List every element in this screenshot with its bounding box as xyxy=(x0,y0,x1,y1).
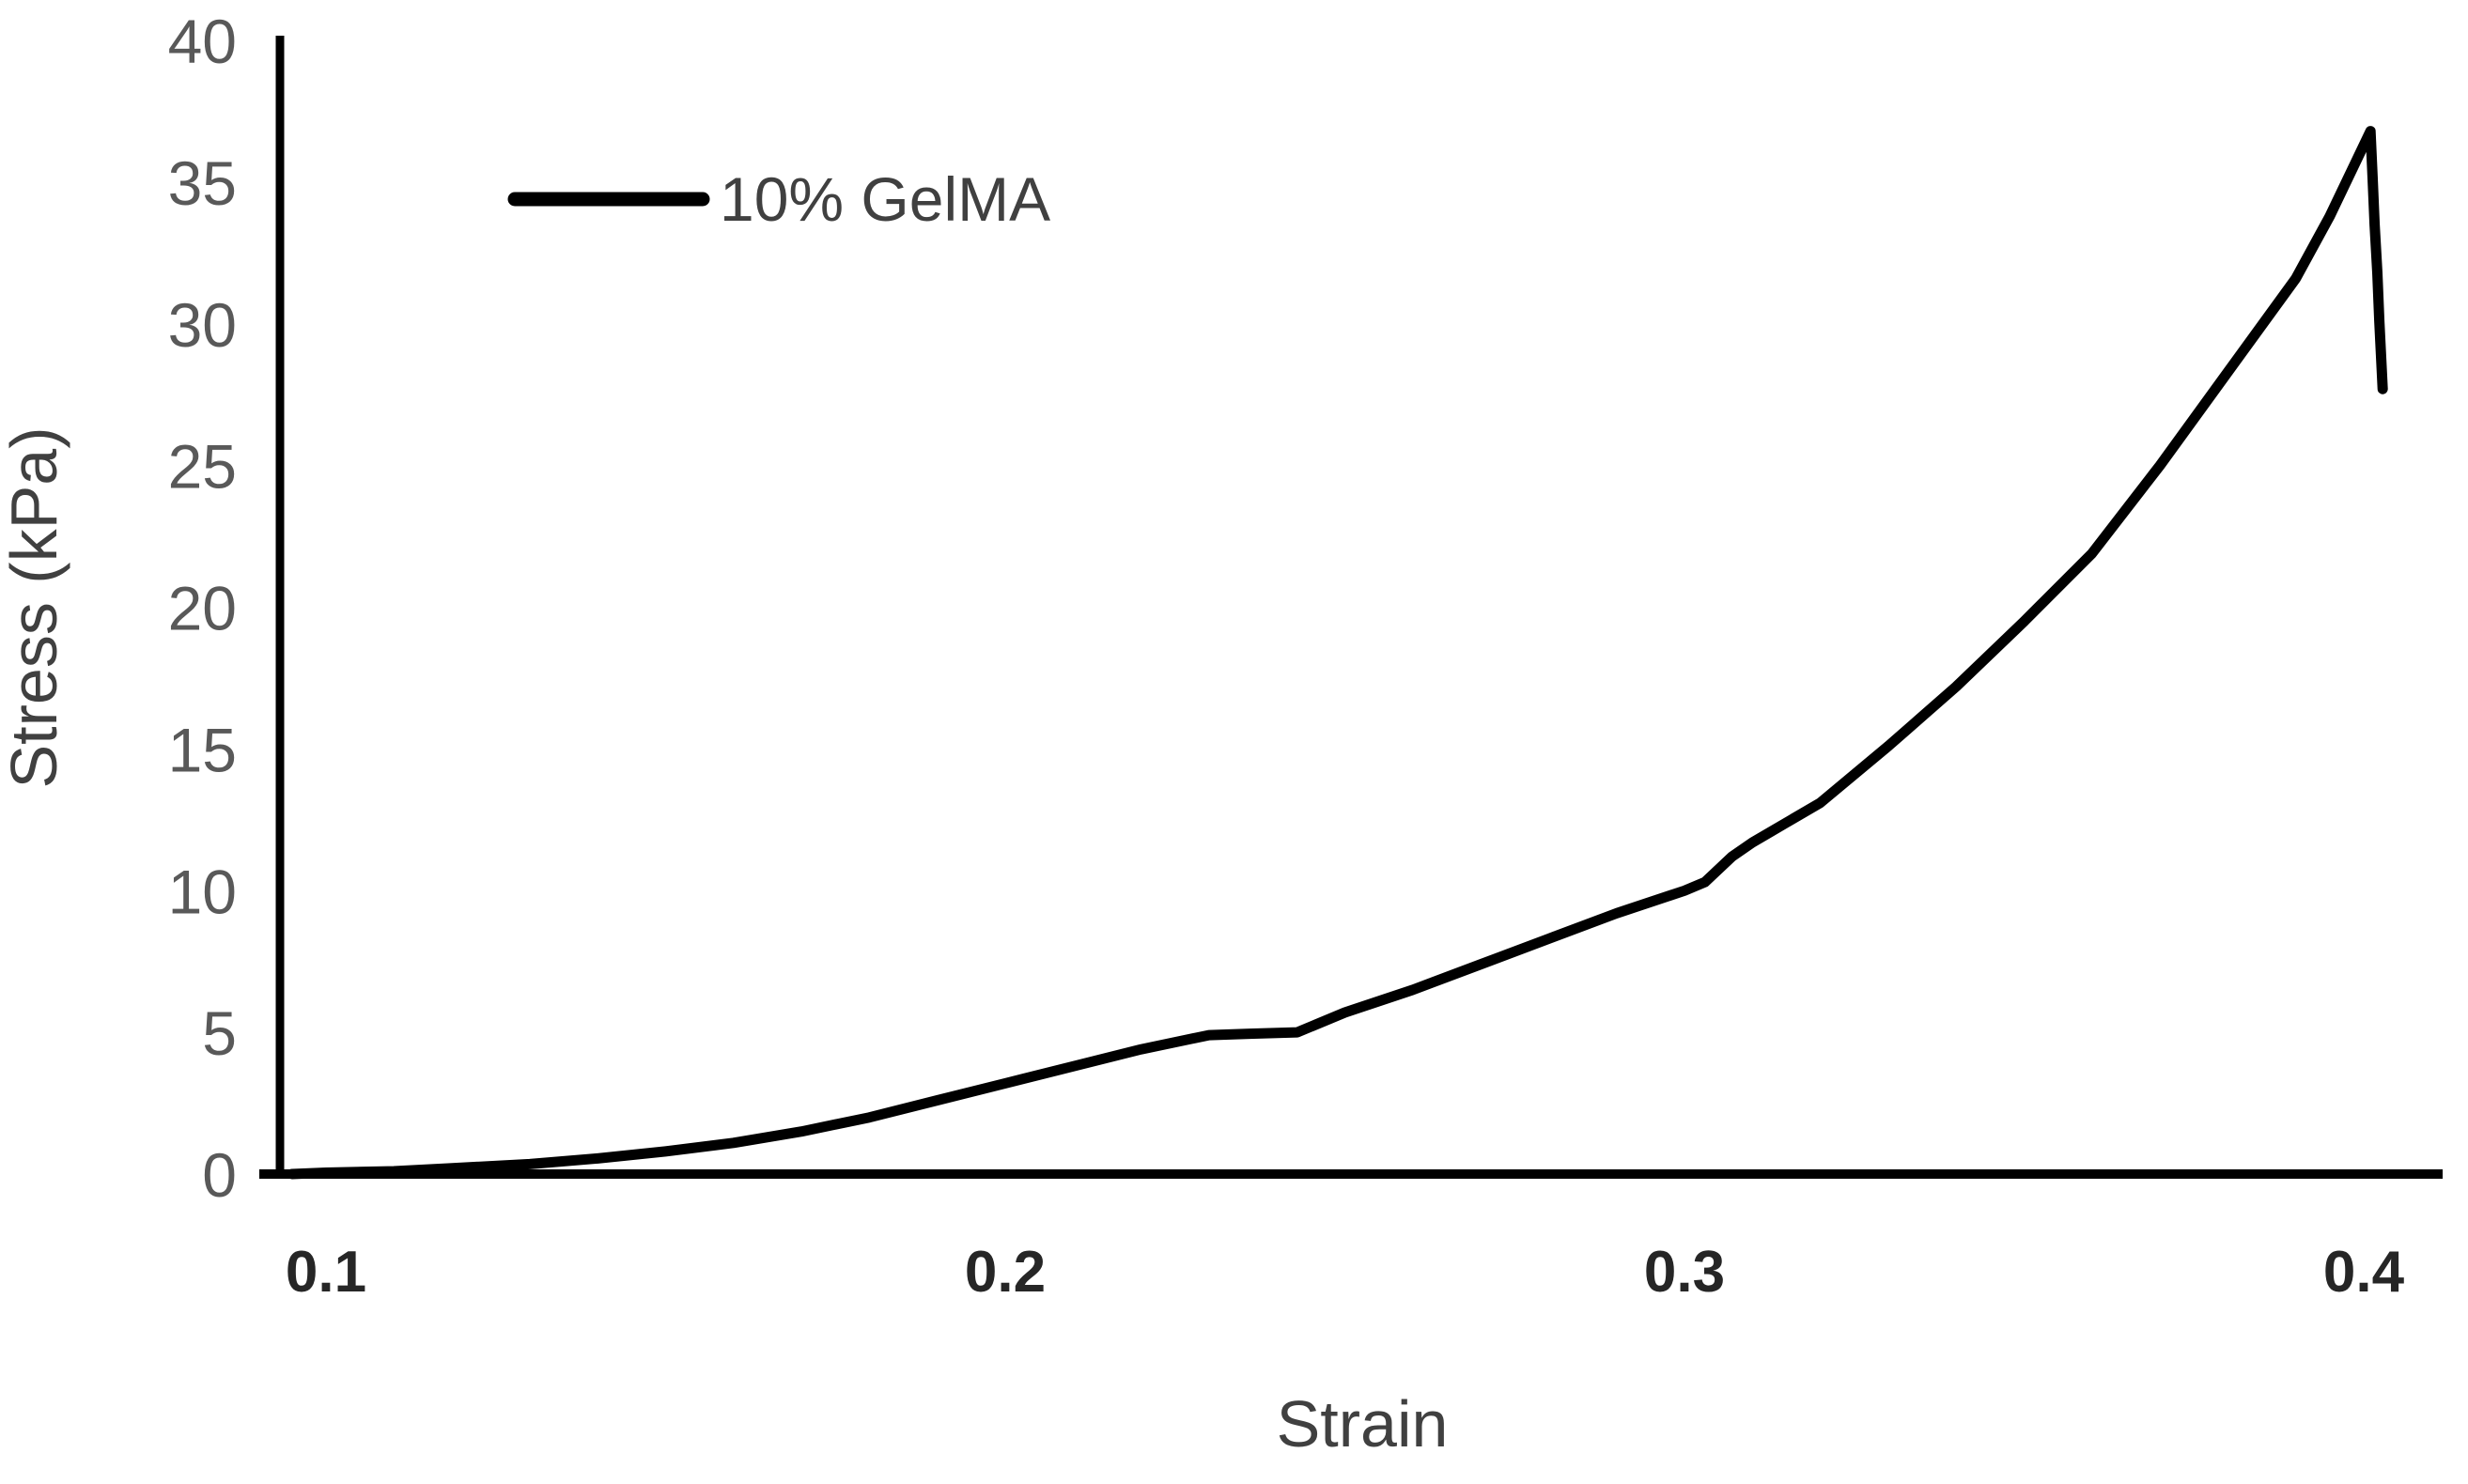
y-axis-tick-labels: 0 5 10 15 20 25 30 35 40 xyxy=(168,7,237,1210)
x-axis-title: Strain xyxy=(1277,1387,1449,1461)
x-tick-label: 0.4 xyxy=(2323,1240,2405,1305)
y-tick-label: 40 xyxy=(168,7,237,76)
legend-label: 10% GelMA xyxy=(720,164,1050,234)
series-line-10pct-gelma xyxy=(287,126,2388,1180)
y-axis-title: Stress (kPa) xyxy=(0,426,70,788)
x-axis-tick-labels: 0.1 0.2 0.3 0.4 xyxy=(286,1240,2405,1305)
x-tick-label: 0.1 xyxy=(286,1240,366,1305)
legend: 10% GelMA xyxy=(507,164,1050,234)
y-tick-label: 30 xyxy=(168,290,237,360)
y-tick-label: 10 xyxy=(168,857,237,926)
y-tick-label: 35 xyxy=(168,148,237,218)
x-tick-label: 0.2 xyxy=(965,1240,1046,1305)
y-tick-label: 20 xyxy=(168,574,237,643)
y-tick-label: 15 xyxy=(168,715,237,784)
x-tick-label: 0.3 xyxy=(1644,1240,1725,1305)
y-tick-label: 25 xyxy=(168,432,237,502)
y-tick-label: 0 xyxy=(202,1140,237,1210)
y-tick-label: 5 xyxy=(202,998,237,1068)
